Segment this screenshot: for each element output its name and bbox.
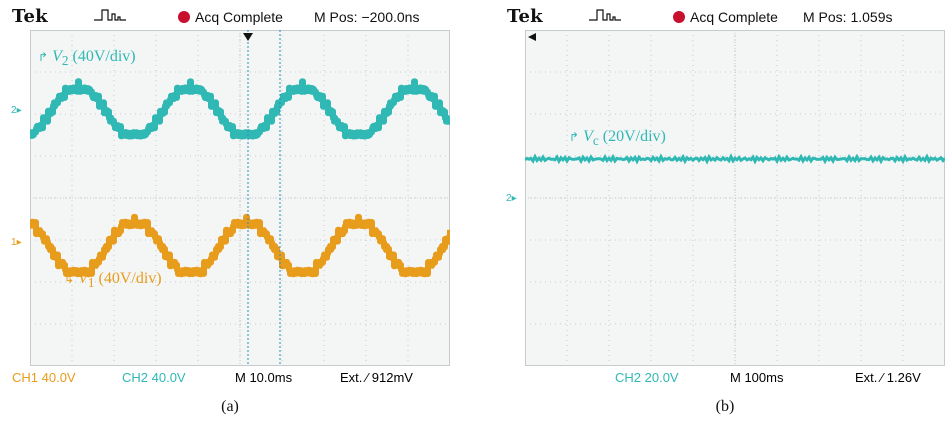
scope-screen: ↱ Vc (20V/div) [525,30,945,366]
brand-logo: Tek [12,6,48,27]
vc-symbol: V [583,128,593,145]
v2-symbol: V [52,48,62,65]
ch1-scale: CH1 40.0V [12,370,76,385]
acq-indicator-icon [178,11,190,23]
v1-sub: 1 [87,275,95,291]
ch2-ground-marker: 2▸ [506,193,517,204]
acq-status-text: Acq Complete [690,9,778,25]
v1-arrow-icon: ↳ [64,272,75,286]
scope-footer: CH1 40.0V CH2 40.0V M 10.0ms Ext. ⁄ 912m… [10,368,450,390]
acq-status: Acq Complete [178,9,283,25]
vc-scale: (20V/div) [602,128,666,145]
m-pos-readout: M Pos: −200.0ns [314,9,420,25]
vc-sub: c [592,133,599,149]
scope-header: Tek Acq Complete M Pos: 1.059s [505,6,945,28]
trigger-pulse-icon [94,8,126,25]
waveform-display [525,30,945,366]
ch2-scale: CH2 20.0V [615,370,679,385]
v1-scale: (40V/div) [98,270,162,287]
trace-label-v1: ↳ V1 (40V/div) [64,270,162,291]
scope-footer: CH2 20.0V M 100ms Ext. ⁄ 1.26V [505,368,945,390]
timebase: M 100ms [730,370,784,385]
trigger-level: Ext. ⁄ 912mV [340,370,413,385]
ch2-scale: CH2 40.0V [122,370,186,385]
acq-status: Acq Complete [673,9,778,25]
trigger-pulse-icon [589,8,621,25]
m-pos-readout: M Pos: 1.059s [803,9,893,25]
scope-panel-b: Tek Acq Complete M Pos: 1.059s ↱ Vc (20V… [505,0,945,422]
vc-waveform [525,153,945,165]
trace-label-vc: ↱ Vc (20V/div) [569,128,666,149]
scope-header: Tek Acq Complete M Pos: −200.0ns [10,6,450,28]
v2-scale: (40V/div) [72,48,136,65]
vc-arrow-icon: ↱ [569,130,580,144]
scope-screen: ↱ V2 (40V/div) ↳ V1 (40V/div) [30,30,450,366]
trigger-position-icon [528,33,536,41]
brand-logo: Tek [507,6,543,27]
trigger-level: Ext. ⁄ 1.26V [855,370,921,385]
v2-waveform [30,78,450,140]
ch1-ground-marker: 1▸ [11,237,22,248]
trigger-position-icon [243,33,253,41]
ch2-ground-marker: 2▸ [11,105,22,116]
waveform-display [30,30,450,366]
acq-indicator-icon [673,11,685,23]
acq-status-text: Acq Complete [195,9,283,25]
trace-label-v2: ↱ V2 (40V/div) [38,48,136,69]
caption-a: (a) [221,398,239,415]
v2-sub: 2 [61,53,69,69]
v1-waveform [30,213,450,278]
v1-symbol: V [78,270,88,287]
timebase: M 10.0ms [235,370,293,385]
screen-border [30,30,450,366]
v2-arrow-icon: ↱ [38,50,49,64]
scope-panel-a: Tek Acq Complete M Pos: −200.0ns ↱ V2 (4… [10,0,450,422]
caption-b: (b) [715,398,735,415]
